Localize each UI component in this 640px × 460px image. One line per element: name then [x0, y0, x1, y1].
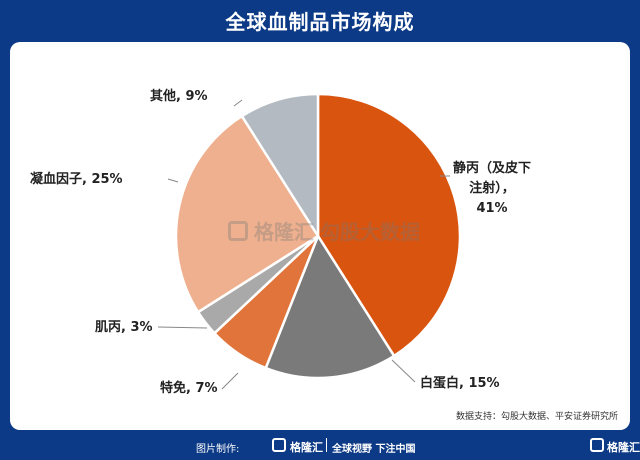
slice-label: 白蛋白, 15% [420, 375, 500, 391]
pie-slice [264, 233, 396, 380]
pie-slice [174, 114, 320, 314]
brand-logo-icon [272, 438, 286, 452]
slice-label: 凝血因子, 25% [30, 171, 123, 187]
watermark-logo-text: 格隆汇 [254, 220, 314, 244]
slice-label: 其他, 9% [150, 88, 208, 104]
leader-line [157, 326, 208, 329]
chart-card: 静丙（及皮下注射）， 41% 白蛋白, 15% 特免, 7% 肌丙, 3% 凝血因子, 2… [10, 42, 630, 430]
leader-line [167, 178, 179, 183]
footer-brand: 格隆汇 [290, 441, 323, 454]
data-source: 数据支持：勾股大数据、平安证券研究所 [455, 412, 618, 422]
footer-maker-label: 图片制作: [196, 444, 240, 455]
footer-brand-right: 格隆汇 [607, 441, 640, 454]
footer-slogan: 全球视野 下注中国 [332, 444, 416, 455]
pie-chart: 静丙（及皮下注射）， 41% 白蛋白, 15% 特免, 7% 肌丙, 3% 凝血因子, 2… [30, 88, 531, 396]
page-title: 全球血制品市场构成 [225, 9, 415, 34]
slice-label: 特免, 7% [160, 380, 218, 396]
leader-line [391, 359, 416, 383]
footer: 图片制作: 格隆汇 全球视野 下注中国 格隆汇 [0, 432, 640, 460]
leader-line [221, 372, 239, 390]
watermark-text: 勾股大数据 [320, 220, 420, 244]
slice-label: 静丙（及皮下注射）， 41% [453, 160, 531, 216]
footer-divider [326, 438, 327, 452]
watermark: 格隆汇 勾股大数据 [228, 216, 420, 245]
leader-line [233, 99, 243, 107]
pie-slice [240, 92, 320, 241]
watermark-logo-icon [228, 220, 248, 241]
brand-logo-right-icon [590, 438, 604, 452]
slice-label: 肌丙, 3% [95, 320, 153, 335]
